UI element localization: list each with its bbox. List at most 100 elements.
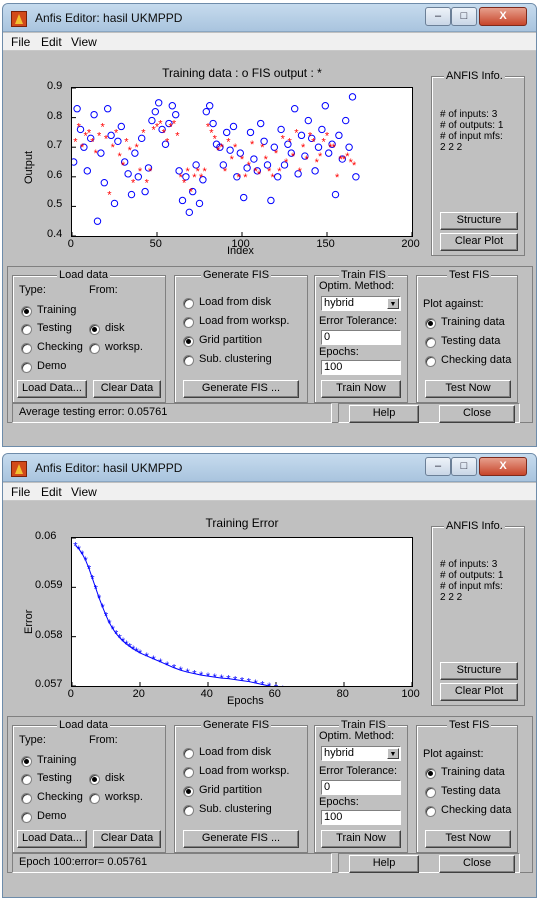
optim-method-select[interactable]: hybrid ▼	[321, 296, 401, 311]
data-point-star: *	[219, 673, 224, 685]
data-point-star: *	[226, 136, 231, 148]
radio-testing-data[interactable]	[425, 787, 436, 798]
type-checking-label: Checking	[37, 341, 83, 353]
maximize-button[interactable]: □	[451, 457, 477, 476]
data-point-circle	[141, 187, 149, 196]
train-now-button[interactable]: Train Now	[321, 380, 401, 398]
radio-worksp[interactable]	[89, 793, 100, 804]
structure-button[interactable]: Structure	[440, 212, 518, 230]
radio-disk[interactable]	[89, 324, 100, 335]
series-line	[75, 545, 412, 694]
gen-grid-label: Grid partition	[199, 784, 262, 796]
radio-load-from-worksp[interactable]	[183, 767, 194, 778]
menu-file[interactable]: File	[11, 35, 31, 49]
data-point-star: *	[185, 667, 190, 679]
radio-load-from-disk[interactable]	[183, 748, 194, 759]
clear-plot-button[interactable]: Clear Plot	[440, 683, 518, 701]
structure-button[interactable]: Structure	[440, 662, 518, 680]
source-disk-label: disk	[105, 322, 125, 334]
data-point-circle	[250, 155, 258, 163]
radio-testing-data[interactable]	[425, 337, 436, 348]
epochs-input[interactable]: 100	[321, 360, 401, 375]
epochs-input[interactable]: 100	[321, 810, 401, 825]
data-point-star: *	[315, 157, 320, 169]
title-bar[interactable]: Anfis Editor: hasil UKMPPD – □ X	[3, 4, 536, 32]
minimize-button[interactable]: –	[425, 7, 451, 26]
load-data-legend: Load data	[57, 269, 110, 281]
radio-checking-data[interactable]	[425, 356, 436, 367]
radio-training-data[interactable]	[425, 768, 436, 779]
radio-worksp[interactable]	[89, 343, 100, 354]
gen-subclust-label: Sub. clustering	[199, 803, 272, 815]
clear-data-button[interactable]: Clear Data	[93, 830, 161, 848]
load-data-button[interactable]: Load Data...	[17, 830, 87, 848]
dropdown-arrow-icon[interactable]: ▼	[387, 298, 399, 309]
data-point-circle	[117, 122, 125, 131]
clear-plot-button[interactable]: Clear Plot	[440, 233, 518, 251]
data-point-star: *	[196, 166, 201, 178]
optim-method-select[interactable]: hybrid ▼	[321, 746, 401, 761]
radio-grid-partition[interactable]	[183, 336, 194, 347]
test-checking-label: Checking data	[441, 354, 512, 366]
radio-demo[interactable]	[21, 812, 32, 823]
close-window-button[interactable]: X	[479, 7, 527, 26]
title-bar[interactable]: Anfis Editor: hasil UKMPPD – □ X	[3, 454, 536, 482]
radio-checking-data[interactable]	[425, 806, 436, 817]
generate-fis-button[interactable]: Generate FIS ...	[183, 380, 299, 398]
error-tolerance-input[interactable]: 0	[321, 330, 401, 345]
radio-training[interactable]	[21, 306, 32, 317]
clear-data-button[interactable]: Clear Data	[93, 380, 161, 398]
data-point-circle	[192, 161, 200, 169]
minimize-button[interactable]: –	[425, 457, 451, 476]
data-point-star: *	[311, 136, 316, 148]
train-now-button[interactable]: Train Now	[321, 830, 401, 848]
data-point-star: *	[114, 629, 119, 641]
radio-demo[interactable]	[21, 362, 32, 373]
help-button[interactable]: Help	[349, 855, 419, 873]
radio-load-from-worksp[interactable]	[183, 317, 194, 328]
data-point-circle	[267, 196, 275, 205]
radio-sub-clustering[interactable]	[183, 805, 194, 816]
radio-training-data[interactable]	[425, 318, 436, 329]
radio-disk[interactable]	[89, 774, 100, 785]
data-point-circle	[325, 149, 333, 157]
data-point-star: *	[352, 160, 357, 172]
menu-view[interactable]: View	[71, 485, 97, 499]
menu-file[interactable]: File	[11, 485, 31, 499]
data-point-star: *	[274, 682, 279, 686]
radio-grid-partition[interactable]	[183, 786, 194, 797]
dropdown-arrow-icon[interactable]: ▼	[387, 748, 399, 759]
error-tolerance-input[interactable]: 0	[321, 780, 401, 795]
radio-testing[interactable]	[21, 324, 32, 335]
status-bar: Epoch 100:error= 0.05761	[12, 853, 332, 873]
y-tick-label: 0.058	[35, 628, 63, 641]
anfis-info-text: # of inputs: 3 # of outputs: 1 # of inpu…	[440, 109, 503, 153]
data-point-circle	[206, 102, 214, 110]
data-point-star: *	[199, 670, 204, 682]
test-now-button[interactable]: Test Now	[425, 380, 511, 398]
maximize-button[interactable]: □	[451, 7, 477, 26]
menu-view[interactable]: View	[71, 35, 97, 49]
close-button[interactable]: Close	[439, 405, 515, 423]
data-point-star: *	[80, 142, 85, 154]
close-window-button[interactable]: X	[479, 457, 527, 476]
radio-testing[interactable]	[21, 774, 32, 785]
data-point-circle	[243, 164, 251, 172]
radio-checking[interactable]	[21, 793, 32, 804]
radio-training[interactable]	[21, 756, 32, 767]
close-button[interactable]: Close	[439, 855, 515, 873]
test-now-button[interactable]: Test Now	[425, 830, 511, 848]
x-axis-label: Epochs	[227, 695, 264, 707]
help-button[interactable]: Help	[349, 405, 419, 423]
data-point-circle	[100, 179, 108, 187]
data-point-circle	[172, 110, 180, 119]
radio-load-from-disk[interactable]	[183, 298, 194, 309]
data-point-circle	[229, 122, 238, 131]
radio-sub-clustering[interactable]	[183, 355, 194, 366]
menu-edit[interactable]: Edit	[41, 35, 62, 49]
data-point-star: *	[223, 166, 228, 178]
radio-checking[interactable]	[21, 343, 32, 354]
generate-fis-button[interactable]: Generate FIS ...	[183, 830, 299, 848]
menu-edit[interactable]: Edit	[41, 485, 62, 499]
load-data-button[interactable]: Load Data...	[17, 380, 87, 398]
